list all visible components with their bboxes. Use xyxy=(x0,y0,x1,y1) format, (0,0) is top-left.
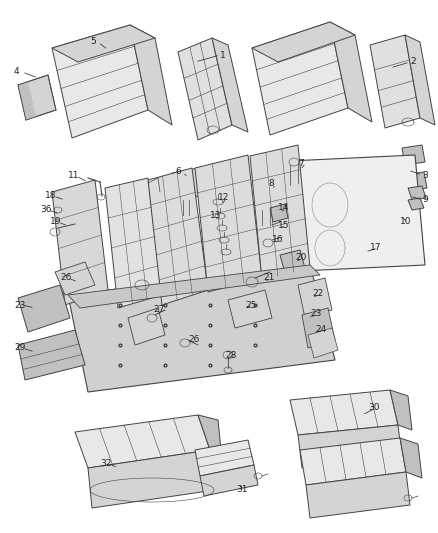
Text: 11: 11 xyxy=(68,172,80,181)
Text: 25: 25 xyxy=(245,301,256,310)
Polygon shape xyxy=(253,177,284,210)
Polygon shape xyxy=(306,472,410,518)
Text: 17: 17 xyxy=(370,244,381,253)
Polygon shape xyxy=(250,145,310,280)
Text: 26: 26 xyxy=(60,273,71,282)
Text: 22: 22 xyxy=(312,289,323,298)
Text: 18: 18 xyxy=(45,191,57,200)
Polygon shape xyxy=(308,328,338,358)
Polygon shape xyxy=(195,155,262,292)
Polygon shape xyxy=(75,415,210,468)
Polygon shape xyxy=(148,168,208,305)
Text: 21: 21 xyxy=(263,273,274,282)
Polygon shape xyxy=(300,438,406,485)
Polygon shape xyxy=(172,168,204,200)
Polygon shape xyxy=(198,415,222,460)
Polygon shape xyxy=(405,35,435,125)
Polygon shape xyxy=(130,25,172,125)
Polygon shape xyxy=(400,438,422,478)
Text: 27: 27 xyxy=(153,305,164,314)
Polygon shape xyxy=(128,308,165,345)
Polygon shape xyxy=(390,390,412,430)
Polygon shape xyxy=(18,285,70,332)
Polygon shape xyxy=(402,145,425,165)
Text: 36: 36 xyxy=(40,206,52,214)
Polygon shape xyxy=(52,25,148,138)
Text: 7: 7 xyxy=(298,158,304,167)
Polygon shape xyxy=(298,425,402,468)
Text: 26: 26 xyxy=(188,335,199,344)
Text: 6: 6 xyxy=(175,167,181,176)
Polygon shape xyxy=(105,178,162,308)
Text: 24: 24 xyxy=(315,326,326,335)
Text: 3: 3 xyxy=(422,171,428,180)
Polygon shape xyxy=(302,308,335,348)
Polygon shape xyxy=(52,25,155,62)
Polygon shape xyxy=(280,250,305,273)
Polygon shape xyxy=(68,265,320,308)
Text: 1: 1 xyxy=(220,51,226,60)
Text: 15: 15 xyxy=(278,221,290,230)
Polygon shape xyxy=(18,75,56,120)
Text: 5: 5 xyxy=(90,37,96,46)
Text: 12: 12 xyxy=(218,193,230,203)
Polygon shape xyxy=(252,22,355,62)
Text: 23: 23 xyxy=(310,310,321,319)
Polygon shape xyxy=(290,390,398,435)
Text: 13: 13 xyxy=(210,211,222,220)
Text: 31: 31 xyxy=(236,486,247,495)
Polygon shape xyxy=(405,172,427,191)
Polygon shape xyxy=(408,198,424,210)
Polygon shape xyxy=(228,290,272,328)
Text: 8: 8 xyxy=(268,180,274,189)
Polygon shape xyxy=(330,22,372,122)
Polygon shape xyxy=(195,440,254,476)
Polygon shape xyxy=(18,82,36,120)
Text: 2: 2 xyxy=(410,58,416,67)
Polygon shape xyxy=(200,465,258,496)
Text: 14: 14 xyxy=(278,204,290,213)
Text: 16: 16 xyxy=(272,236,283,245)
Polygon shape xyxy=(408,186,426,200)
Text: 9: 9 xyxy=(422,196,428,205)
Text: 10: 10 xyxy=(400,217,411,227)
Polygon shape xyxy=(55,262,95,295)
Text: 32: 32 xyxy=(100,458,111,467)
Polygon shape xyxy=(252,22,348,135)
Polygon shape xyxy=(370,35,420,128)
Polygon shape xyxy=(268,155,425,272)
Text: 19: 19 xyxy=(50,217,61,227)
Polygon shape xyxy=(52,180,108,305)
Polygon shape xyxy=(298,278,332,318)
Text: 28: 28 xyxy=(225,351,237,359)
Text: 23: 23 xyxy=(14,301,25,310)
Polygon shape xyxy=(270,204,288,222)
Text: 20: 20 xyxy=(295,254,306,262)
Text: 29: 29 xyxy=(14,343,25,352)
Polygon shape xyxy=(88,450,215,508)
Polygon shape xyxy=(178,38,232,140)
Polygon shape xyxy=(212,38,248,132)
Polygon shape xyxy=(18,330,85,380)
Text: 4: 4 xyxy=(14,68,20,77)
Polygon shape xyxy=(68,265,335,392)
Text: 30: 30 xyxy=(368,403,379,413)
